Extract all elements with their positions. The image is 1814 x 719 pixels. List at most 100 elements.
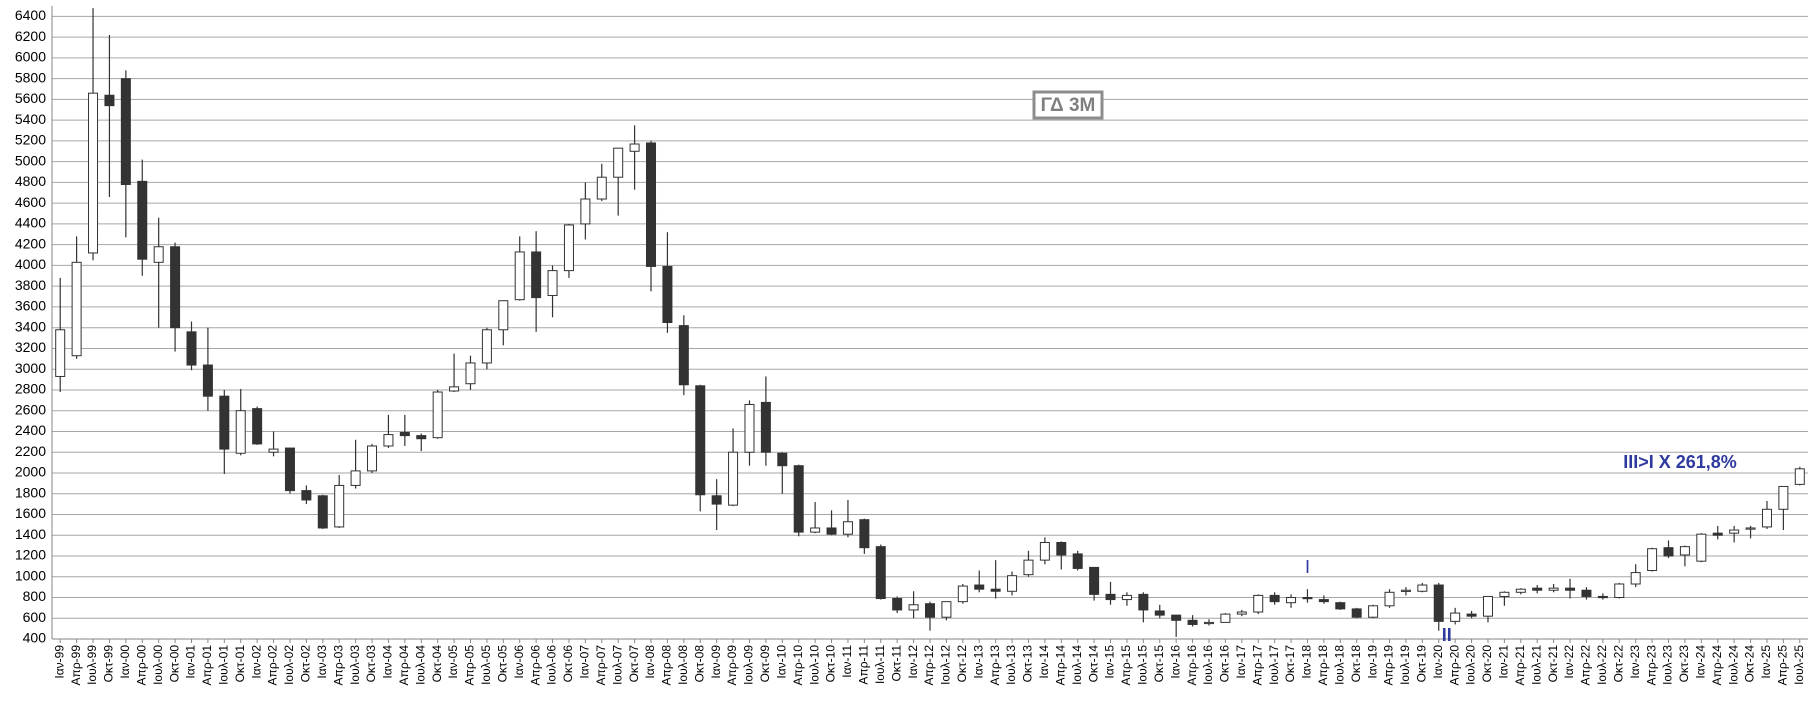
candle-body (1515, 588, 1526, 593)
candle-body (1368, 605, 1379, 618)
y-tick-label: 6000 (15, 49, 46, 65)
y-tick-label: 6400 (15, 7, 46, 23)
x-tick-label: Απρ-09 (725, 645, 739, 686)
x-tick-label: Οκτ-05 (495, 645, 509, 683)
candle-body (1614, 583, 1625, 598)
candle-body (514, 251, 525, 301)
x-tick-label: Ιαν-09 (709, 645, 723, 679)
x-tick-label: Απρ-05 (463, 645, 477, 686)
y-tick-label: 2800 (15, 381, 46, 397)
candle-body (1007, 575, 1018, 592)
y-tick-label: 4200 (15, 235, 46, 251)
x-tick-label: Οκτ-03 (364, 645, 378, 683)
candle-body (137, 180, 148, 260)
candle-body (1236, 611, 1247, 615)
x-tick-label: Ιαν-17 (1234, 645, 1248, 679)
candle-body (202, 364, 213, 397)
y-tick-label: 2000 (15, 464, 46, 480)
candle-body (1417, 584, 1428, 592)
candle-body (1023, 559, 1034, 576)
y-tick-label: 5800 (15, 69, 46, 85)
candle-body (777, 452, 788, 467)
candle-body (1203, 621, 1214, 625)
x-tick-label: Ιουλ-03 (348, 645, 362, 685)
x-tick-label: Ιαν-19 (1365, 645, 1379, 679)
candle-body (941, 601, 952, 618)
x-tick-label: Οκτ-14 (1086, 645, 1100, 683)
candle-body (1072, 553, 1083, 569)
candle-body (1253, 594, 1264, 613)
x-tick-label: Οκτ-06 (561, 645, 575, 683)
candle-body (678, 325, 689, 386)
x-tick-label: Ιαν-06 (512, 645, 526, 679)
candle-body (71, 261, 82, 357)
x-tick-label: Απρ-12 (922, 645, 936, 686)
x-tick-label: Ιαν-13 (971, 645, 985, 679)
candle-body (1039, 541, 1050, 561)
candle-body (1745, 527, 1756, 530)
x-tick-label: Ιουλ-05 (479, 645, 493, 685)
candle-body (219, 395, 230, 450)
candle-body (646, 142, 657, 267)
x-tick-label: Ιουλ-02 (282, 645, 296, 685)
candle-body (383, 434, 394, 447)
title-box (1032, 90, 1104, 120)
x-tick-label: Ιουλ-25 (1792, 645, 1806, 685)
candle-body (744, 403, 755, 453)
candle-body (531, 251, 542, 299)
x-tick-label: Ιαν-18 (1300, 645, 1314, 679)
y-tick-label: 400 (23, 630, 47, 646)
x-tick-label: Ιουλ-09 (742, 645, 756, 685)
x-tick-label: Ιαν-16 (1168, 645, 1182, 679)
x-tick-label: Ιαν-05 (446, 645, 460, 679)
candle-body (1482, 595, 1493, 617)
x-tick-label: Οκτ-02 (299, 645, 313, 683)
x-tick-label: Οκτ-10 (824, 645, 838, 683)
y-tick-label: 5200 (15, 132, 46, 148)
candle-body (793, 465, 804, 533)
candle-body (563, 224, 574, 272)
x-tick-label: Ιαν-03 (315, 645, 329, 679)
x-tick-label: Απρ-03 (331, 645, 345, 686)
candle-body (596, 176, 607, 200)
y-tick-label: 4600 (15, 194, 46, 210)
candle-body (1778, 485, 1789, 510)
x-tick-label: Ιαν-24 (1693, 645, 1707, 679)
x-tick-label: Ιουλ-18 (1332, 645, 1346, 685)
x-tick-label: Ιουλ-22 (1595, 645, 1609, 685)
x-tick-label: Ιουλ-12 (939, 645, 953, 685)
x-tick-label: Απρ-10 (791, 645, 805, 686)
candle-body (695, 385, 706, 496)
y-tick-label: 6200 (15, 28, 46, 44)
x-tick-label: Ιουλ-08 (676, 645, 690, 685)
x-tick-label: Ιουλ-24 (1726, 645, 1740, 685)
x-tick-label: Ιουλ-16 (1201, 645, 1215, 685)
candle-body (465, 362, 476, 385)
candle-body (908, 604, 919, 611)
candle-body (120, 78, 131, 185)
x-tick-label: Ιαν-00 (118, 645, 132, 679)
y-tick-label: 2400 (15, 422, 46, 438)
candle-body (1220, 613, 1231, 623)
candle-body (990, 588, 1001, 592)
x-tick-label: Ιουλ-06 (545, 645, 559, 685)
x-tick-label: Ιαν-02 (249, 645, 263, 679)
candle-body (826, 527, 837, 535)
x-tick-label: Απρ-07 (594, 645, 608, 686)
candle-body (1089, 566, 1100, 595)
candle-body (399, 431, 410, 437)
candle-body (432, 391, 443, 439)
x-tick-label: Οκτ-16 (1218, 645, 1232, 683)
candle-body (1121, 594, 1132, 601)
candle-body (1466, 613, 1477, 617)
x-tick-label: Οκτ-15 (1152, 645, 1166, 683)
candle-body (810, 527, 821, 533)
candle-body (252, 408, 263, 445)
x-tick-label: Ιαν-11 (840, 645, 854, 678)
x-tick-label: Ιουλ-19 (1398, 645, 1412, 685)
x-tick-label: Οκτ-24 (1743, 645, 1757, 683)
x-tick-label: Ιαν-12 (906, 645, 920, 679)
candle-body (1712, 532, 1723, 536)
x-tick-label: Οκτ-21 (1546, 645, 1560, 683)
